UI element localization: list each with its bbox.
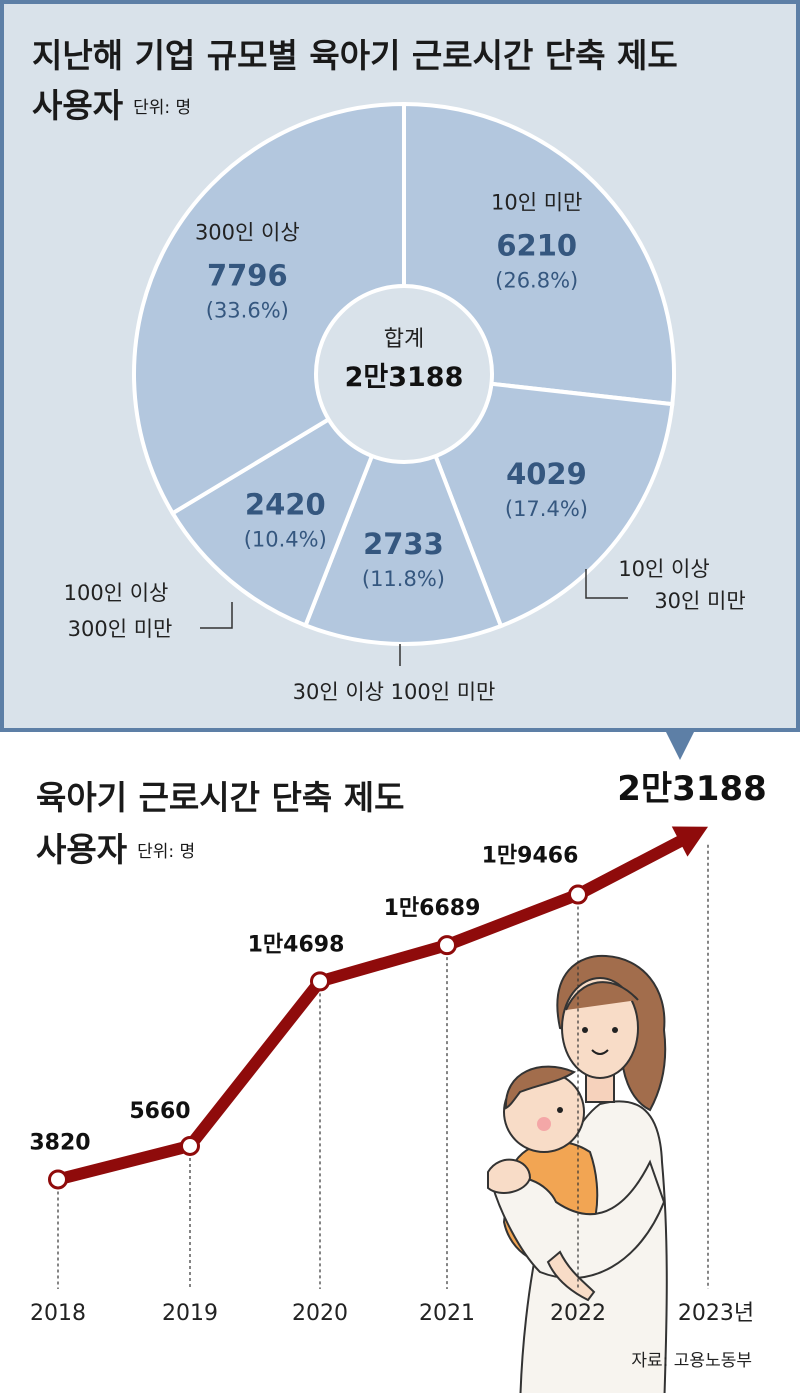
- year-label: 2020: [292, 1301, 348, 1326]
- leader-line: [200, 602, 233, 629]
- leader-line: [585, 569, 628, 599]
- slice-percent-label: (33.6%): [206, 298, 289, 322]
- slice-percent-label: (17.4%): [505, 497, 588, 521]
- data-point: [437, 935, 457, 956]
- data-point: [48, 1169, 68, 1190]
- slice-category-label: 30인 미만: [654, 589, 745, 613]
- year-label: 2021: [419, 1301, 475, 1326]
- trend-arrowhead: [671, 826, 708, 857]
- value-label: 3820: [29, 1130, 90, 1155]
- line-title-line1: 육아기 근로시간 단축 제도: [36, 778, 405, 817]
- data-point: [310, 971, 330, 992]
- line-title-line2: 사용자 단위: 명: [36, 828, 195, 874]
- pie-unit: 단위: 명: [133, 97, 192, 118]
- year-label: 2023년: [678, 1301, 754, 1326]
- value-label-final: 2만3188: [617, 769, 767, 809]
- slice-category-label: 30인 이상 100인 미만: [293, 680, 496, 704]
- pie-panel: 지난해 기업 규모별 육아기 근로시간 단축 제도 사용자 단위: 명 합계 2만3…: [0, 0, 800, 732]
- slice-category-label: 300인 미만: [68, 617, 173, 641]
- slice-category-label: 100인 이상: [64, 581, 169, 605]
- slice-category-label: 10인 미만: [491, 190, 582, 214]
- slice-percent-label: (26.8%): [495, 268, 578, 292]
- pie-title-line2-text: 사용자: [32, 86, 124, 125]
- data-point: [180, 1135, 200, 1156]
- trend-line: [52, 830, 695, 1186]
- source-note: 자료: 고용노동부: [631, 1351, 752, 1371]
- slice-value-label: 7796: [207, 258, 288, 292]
- donut-chart: 합계 2만3188 10인 미만 6210 (26.8%) 4029 (17.4%) 2733…: [64, 101, 746, 704]
- slice-30-to-100: [302, 368, 504, 646]
- slice-value-label: 2733: [363, 527, 444, 561]
- slice-value-label: 6210: [496, 228, 577, 262]
- line-chart: 3820 5660 1만4698 1만6689 1만9466 2만3188 2018 2019…: [29, 732, 767, 1393]
- slice-category-label: 300인 이상: [195, 220, 300, 244]
- center-value: 2만3188: [345, 362, 464, 393]
- line-title-line2-text: 사용자: [36, 830, 128, 869]
- center-label: 합계: [384, 327, 424, 352]
- slice-10-to-30: [400, 371, 675, 629]
- callout-pointer: [666, 732, 694, 760]
- pie-title-line2: 사용자 단위: 명: [32, 84, 191, 130]
- slice-percent-label: (11.8%): [362, 567, 445, 591]
- slice-percent-label: (10.4%): [244, 528, 327, 552]
- value-label: 5660: [129, 1099, 190, 1124]
- year-label: 2018: [30, 1301, 86, 1326]
- slice-category-label: 10인 이상: [618, 557, 709, 581]
- slice-value-label: 2420: [245, 488, 326, 522]
- line-panel: 육아기 근로시간 단축 제도 사용자 단위: 명 3820 5660 1만4698 1만…: [0, 732, 800, 1393]
- donut-center: [314, 284, 494, 464]
- year-label: 2022: [550, 1301, 606, 1326]
- value-label: 1만9466: [482, 844, 579, 869]
- mother-baby-illustration: [487, 954, 668, 1393]
- pie-title-line1: 지난해 기업 규모별 육아기 근로시간 단축 제도: [32, 36, 678, 75]
- value-label: 1만4698: [248, 932, 345, 957]
- year-label: 2019: [162, 1301, 218, 1326]
- value-label: 1만6689: [384, 896, 481, 921]
- line-unit: 단위: 명: [137, 841, 196, 862]
- slice-value-label: 4029: [506, 457, 587, 491]
- data-point: [568, 884, 588, 905]
